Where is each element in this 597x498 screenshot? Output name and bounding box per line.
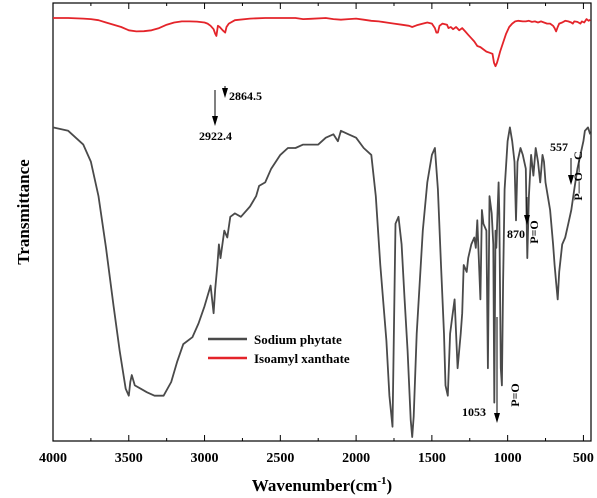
x-tick-label-2500: 2500 <box>266 451 294 466</box>
label-1053: 1053 <box>462 405 486 419</box>
x-axis-label-close: ) <box>387 476 393 495</box>
legend-label-isoamyl-xanthate: Isoamyl xanthate <box>254 351 350 366</box>
label-870-po: P=O <box>527 220 541 244</box>
label-2864: 2864.5 <box>229 89 262 103</box>
y-axis-label: Transmittance <box>14 159 33 265</box>
x-axis-label-sup: -1 <box>377 475 386 487</box>
annotation-2864: 2864.5 <box>222 86 262 103</box>
x-tick-label-4000: 4000 <box>39 451 67 466</box>
annotation-557: 557 P—O—C <box>550 140 585 201</box>
x-tick-label-1500: 1500 <box>418 451 446 466</box>
arrow-2922-head <box>212 116 218 126</box>
label-557-poc: P—O—C <box>571 151 585 200</box>
series-line-sodium-phytate <box>52 126 592 438</box>
arrow-1053-head <box>494 413 500 423</box>
legend-label-sodium-phytate: Sodium phytate <box>254 332 342 347</box>
label-557: 557 <box>550 140 568 154</box>
label-2922: 2922.4 <box>199 129 232 143</box>
annotation-870: 870 P=O <box>507 197 541 244</box>
x-tick-label-3000: 3000 <box>191 451 219 466</box>
label-1053-po: P=O <box>508 383 522 407</box>
annotation-1053: 1053 P=O <box>462 317 522 423</box>
arrow-557-head <box>568 175 574 185</box>
legend: Sodium phytate Isoamyl xanthate <box>208 332 350 366</box>
x-axis-tick-labels: 4000 3500 3000 2500 2000 1500 1000 500 <box>39 451 594 466</box>
arrow-870-head <box>524 215 530 225</box>
x-tick-label-2000: 2000 <box>342 451 370 466</box>
x-tick-label-3500: 3500 <box>115 451 143 466</box>
x-axis-ticks <box>52 3 584 441</box>
x-tick-label-500: 500 <box>573 451 594 466</box>
series-layer <box>52 17 592 438</box>
series-line-isoamyl-xanthate <box>53 17 591 68</box>
plot-frame <box>52 2 592 442</box>
label-870: 870 <box>507 227 525 241</box>
annotation-2922: 2922.4 <box>199 90 232 143</box>
x-tick-label-1000: 1000 <box>494 451 522 466</box>
x-axis-label-main: Wavenumber(cm <box>252 476 378 495</box>
arrow-2864-head <box>222 88 228 98</box>
x-axis-label: Wavenumber(cm-1) <box>252 475 392 495</box>
